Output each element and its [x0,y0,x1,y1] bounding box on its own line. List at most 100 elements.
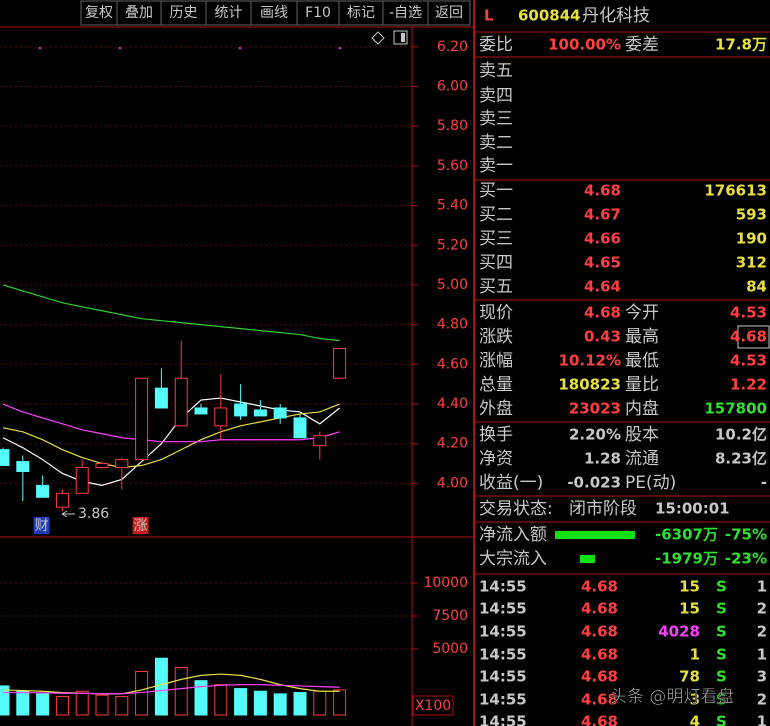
tick-side: S [716,691,727,709]
y-tick-label: 4.00 [437,475,468,491]
sell-label: 卖一 [479,156,513,176]
toolbar-button[interactable] [250,0,298,26]
value: 闭市阶段 [569,499,637,519]
y-tick-label: 4.80 [437,317,468,333]
stock-code: 600844 [518,7,581,25]
volume-bar [234,688,248,716]
value: 17.8万 [715,36,767,54]
label: 量比 [625,375,659,395]
y-tick-label: 7500 [432,608,468,624]
tick-volume: 1 [690,646,700,664]
label: 内盘 [625,399,659,419]
tick-count: 2 [757,600,767,618]
volume-bar [174,666,188,716]
sell-label: 卖四 [479,86,513,106]
panel-icon-fill [401,33,405,42]
label: PE(动) [625,473,676,493]
tick-count: 3 [757,668,767,686]
buy-label: 买二 [479,205,513,225]
tick-side: S [716,600,727,618]
label: 最低 [625,351,659,371]
value: 4.68 [584,304,621,322]
tick-time: 14:55 [479,668,527,686]
tick-volume: 78 [679,668,700,686]
y-tick-label: 5.60 [437,158,468,174]
y-tick-label: 5.20 [437,237,468,253]
event-marker-label: 财 [35,518,49,534]
buy-volume: 312 [736,254,767,272]
toolbar-button-label: 复权 [85,4,113,21]
tick-volume: 15 [679,578,700,596]
watermark: 头条 @明灯看盘 [610,687,734,707]
value: 2.20% [569,426,621,444]
toolbar-button[interactable] [160,0,207,26]
tick-volume: 15 [679,600,700,618]
label: 大宗流入 [479,549,547,569]
candle-body [214,407,228,427]
buy-label: 买五 [479,277,513,297]
label: 外盘 [479,399,513,419]
tick-side: S [716,646,727,664]
value: -6307万 [655,526,718,544]
candle-body [154,387,168,409]
toolbar-button[interactable] [80,0,118,26]
candle-body [273,407,287,419]
toolbar-button[interactable] [116,0,162,26]
label: 净流入额 [479,525,547,545]
diamond-icon[interactable] [371,31,385,45]
value: 23023 [569,400,621,418]
tick-price: 4.68 [581,646,618,664]
volume-bar [253,690,267,716]
label: 今开 [625,303,659,323]
label: 现价 [479,303,513,323]
label: 涨跌 [479,327,513,347]
tick-count: 1 [757,713,767,726]
tick-count: 2 [757,691,767,709]
panel-icon[interactable] [393,30,408,45]
tick-time: 14:55 [479,713,527,726]
candle-body [234,403,248,417]
toolbar-button[interactable] [338,0,384,26]
tick-time: 14:55 [479,691,527,709]
toolbar-button-label: 统计 [215,5,243,21]
label: 流通 [625,449,659,469]
buy-price: 4.66 [584,230,621,248]
sell-label: 卖二 [479,133,513,153]
candle-body [55,492,69,508]
event-marker[interactable] [33,517,50,534]
buy-label: 买一 [479,181,513,201]
label: 收益(一) [479,473,543,493]
candle-body [135,377,149,461]
volume-bar [36,693,50,716]
label: 最高 [625,327,659,347]
candle-body [16,461,30,472]
tick-price: 4.68 [581,578,618,596]
value: -23% [725,550,767,568]
buy-price: 4.65 [584,254,621,272]
tick-volume: 4028 [658,623,700,641]
toolbar-button[interactable] [382,0,429,26]
volume-average [3,684,340,695]
tick-volume: 4 [690,713,700,726]
y-tick-label: 4.20 [437,436,468,452]
volume-bar [214,684,228,716]
volume-bar [194,680,208,716]
tick-side: S [716,668,727,686]
volume-bar [293,692,307,716]
value: 4.53 [730,304,767,322]
y-tick-label: 4.60 [437,356,468,372]
high-box [737,325,770,349]
toolbar-button-label: 返回 [435,5,463,21]
buy-price: 4.67 [584,206,621,224]
toolbar-button[interactable] [427,0,471,26]
toolbar-button-label: 叠加 [125,5,153,21]
value: 10.12% [559,352,621,370]
candle-body [36,484,50,498]
value: 1.28 [584,450,621,468]
buy-price: 4.64 [584,278,621,296]
value: 180823 [558,376,621,394]
volume-bar [16,690,30,716]
y-tick-label: 6.20 [437,39,468,55]
event-marker[interactable] [132,517,149,534]
